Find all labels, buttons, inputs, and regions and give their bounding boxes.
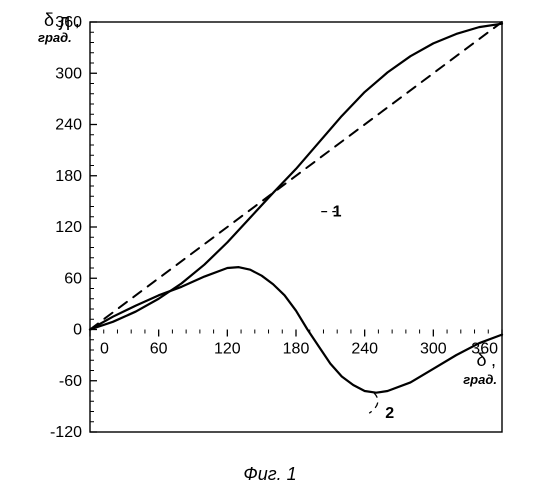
y-tick-label: 240 <box>55 117 82 134</box>
series-label: 2 <box>385 405 394 422</box>
y-tick-label: 180 <box>55 168 82 185</box>
x-tick-labels: 060120180240300360 <box>100 341 498 358</box>
x-axis-unit: град. <box>463 372 497 387</box>
x-tick-label: 0 <box>100 341 109 358</box>
x-tick-label: 60 <box>150 341 168 358</box>
y-tick-label: 300 <box>55 65 82 82</box>
series-callout-leader <box>369 393 378 414</box>
y-tick-label: 0 <box>73 322 82 339</box>
x-tick-label: 180 <box>283 341 310 358</box>
y-tick-label: -60 <box>59 373 82 390</box>
y-tick-label: 60 <box>64 270 82 287</box>
x-axis-title: δ , град. <box>463 350 497 387</box>
y-tick-label: -120 <box>50 424 82 441</box>
series-label: 1 <box>333 204 342 221</box>
series-linear-reference <box>90 22 502 330</box>
chart-container: -120-60060120180240300360 06012018024030… <box>0 0 541 500</box>
line-chart: -120-60060120180240300360 06012018024030… <box>0 0 541 500</box>
series-group: 12 <box>90 22 502 422</box>
x-tick-label: 300 <box>420 341 447 358</box>
figure-caption: Фиг. 1 <box>243 464 296 484</box>
y-axis-unit: град. <box>38 30 72 45</box>
y-tick-label: 120 <box>55 219 82 236</box>
y-tick-labels: -120-60060120180240300360 <box>50 14 82 441</box>
y-axis-symbol: δ <box>44 10 54 30</box>
svg-text:δ ,: δ , <box>477 350 497 370</box>
plot-area <box>90 22 502 432</box>
x-tick-label: 120 <box>214 341 241 358</box>
axis-ticks <box>90 22 502 432</box>
x-axis-symbol: δ <box>477 350 487 370</box>
x-tick-label: 240 <box>351 341 378 358</box>
